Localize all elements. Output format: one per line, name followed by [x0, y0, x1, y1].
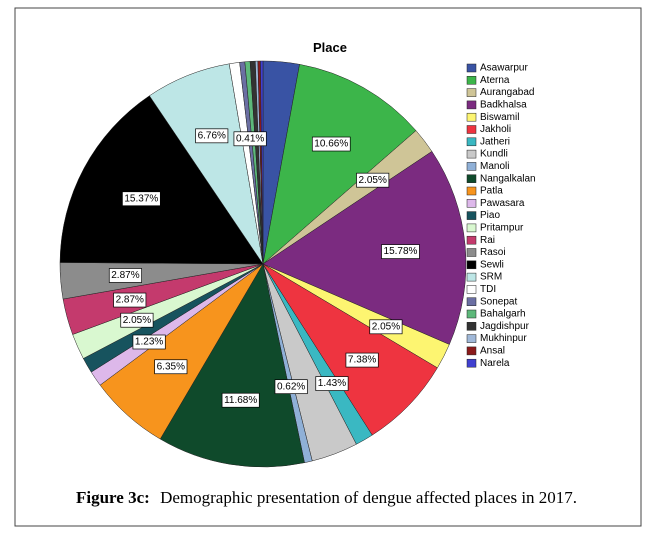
legend-swatch: [466, 149, 477, 159]
value-label-box: [120, 312, 154, 328]
pie: [59, 60, 467, 468]
chart-title: Place: [313, 40, 347, 55]
legend-swatch: [466, 100, 477, 110]
legend-label: Nangalkalan: [480, 173, 536, 184]
legend-swatch: [466, 248, 477, 257]
value-label: 2.05%: [123, 315, 151, 326]
legend-label: Jagdishpur: [480, 321, 530, 332]
legend-swatch: [466, 137, 477, 147]
legend-label: Patla: [480, 186, 503, 197]
legend-label: Manoli: [480, 161, 509, 172]
legend-swatch: [466, 125, 477, 134]
caption-text: Demographic presentation of dengue affec…: [160, 488, 577, 507]
legend-swatch: [466, 63, 477, 73]
legend-swatch: [466, 358, 477, 368]
legend-label: SRM: [480, 272, 502, 283]
pie-slice: [159, 263, 305, 468]
legend-swatch: [466, 211, 477, 220]
legend-swatch: [466, 186, 477, 196]
value-label: 15.37%: [124, 193, 158, 204]
legend-label: Mukhinpur: [480, 333, 527, 344]
legend-swatch: [466, 309, 477, 319]
value-label: 7.38%: [348, 355, 376, 366]
value-label-box: [345, 352, 379, 368]
value-label: 2.87%: [111, 270, 139, 281]
value-label: 10.66%: [314, 139, 348, 150]
value-label: 1.23%: [135, 337, 163, 348]
value-label-box: [369, 319, 403, 335]
value-label: 6.35%: [157, 361, 185, 372]
pie-slice: [262, 151, 467, 345]
legend-label: Kundli: [480, 149, 508, 160]
value-label-box: [315, 376, 349, 391]
value-label-box: [154, 359, 188, 375]
legend-swatch: [466, 297, 477, 306]
value-label: 1.43%: [318, 378, 346, 389]
value-label-box: [195, 128, 229, 144]
value-label-box: [221, 392, 260, 408]
value-label-box: [132, 334, 166, 350]
legend-swatch: [466, 285, 477, 294]
legend-swatch: [466, 199, 477, 208]
labels: 10.66% 2.05% 15.78% 2.05% 7.38% 1.43% 0.62% 11.…: [108, 128, 420, 408]
legend-swatch: [466, 223, 477, 233]
legend-label: Sewli: [480, 259, 504, 270]
legend-swatch: [466, 260, 477, 270]
value-label-box: [356, 172, 390, 188]
value-label: 2.05%: [359, 175, 387, 186]
value-label-box: [274, 379, 308, 395]
legend-label: Pritampur: [480, 223, 524, 234]
value-label: 6.76%: [198, 130, 226, 141]
legend-swatch: [466, 112, 477, 122]
value-label-box: [108, 268, 142, 283]
legend-label: Aterna: [480, 75, 510, 86]
value-label: 0.62%: [277, 381, 305, 392]
legend-label: Pawasara: [480, 198, 525, 209]
legend-label: Rai: [480, 235, 495, 246]
legend-label: Rasoi: [480, 247, 506, 258]
value-label: 15.78%: [384, 246, 418, 257]
legend-label: Jakholi: [480, 124, 511, 135]
value-label: 2.05%: [372, 321, 400, 332]
legend-swatch: [466, 235, 477, 245]
pie-slice: [59, 95, 264, 265]
caption: Figure 3c: Demographic presentation of d…: [76, 488, 577, 507]
legend-swatch: [466, 88, 477, 97]
frame: [14, 7, 642, 527]
legend-label: Sonepat: [480, 296, 517, 307]
pie-slice: [260, 60, 264, 265]
legend-label: Jatheri: [480, 136, 510, 147]
legend-label: Biswamil: [480, 112, 519, 123]
legend-swatch: [466, 162, 477, 171]
legend-swatch: [466, 346, 477, 356]
legend-swatch: [466, 334, 477, 343]
legend-label: Aurangabad: [480, 87, 535, 98]
value-label-box: [311, 136, 351, 152]
legend-label: Bahalgarh: [480, 309, 526, 320]
legend-swatch: [466, 76, 477, 85]
value-label-box: [122, 191, 161, 207]
value-label: 2.87%: [116, 295, 144, 306]
caption-label: Figure 3c:: [76, 488, 150, 507]
value-label: 11.68%: [224, 395, 257, 406]
value-label-box: [113, 292, 147, 308]
legend-swatch: [466, 272, 477, 282]
legend-swatch: [466, 322, 477, 331]
legend-label: Asawarpur: [480, 63, 528, 74]
value-label-box: [233, 131, 267, 147]
value-label-box: [381, 244, 420, 259]
legend-label: Ansal: [480, 346, 505, 357]
legend-label: TDI: [480, 284, 496, 295]
legend-label: Narela: [480, 358, 510, 369]
pie-slice: [262, 64, 417, 265]
legend-label: Badkhalsa: [480, 100, 527, 111]
legend-swatch: [466, 174, 477, 183]
legend-label: Piao: [480, 210, 500, 221]
value-label: 0.41%: [236, 133, 264, 144]
